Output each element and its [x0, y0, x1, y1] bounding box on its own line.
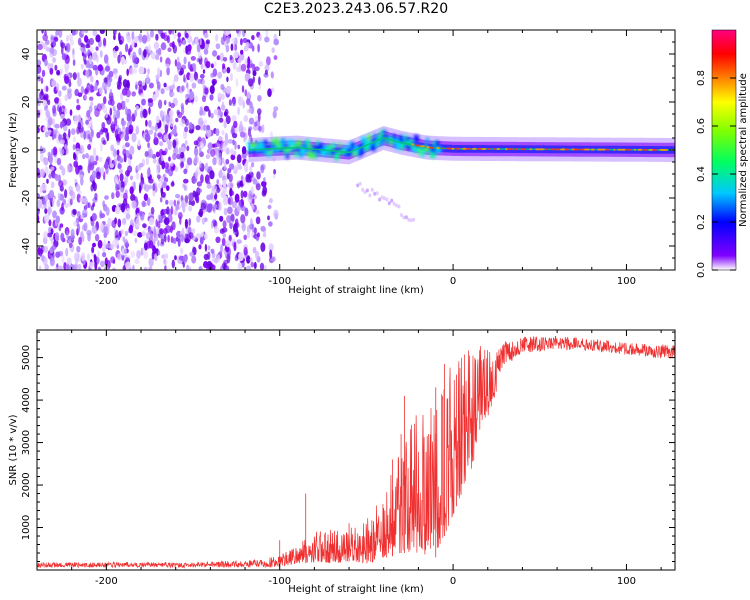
- y-tick-label: 20: [21, 96, 32, 109]
- plot-frame-2: [36, 329, 676, 571]
- colorbar-tick-label: 0.6: [696, 118, 707, 134]
- colorbar-label: Normalized spectral amplitude: [738, 73, 749, 227]
- y-tick-label-2: 4000: [21, 387, 32, 412]
- snr-spikes: [279, 363, 457, 567]
- colorbar-tick-label: 0.4: [696, 166, 707, 182]
- snr-chart: -200 -100 0 100 1000 2000 3000 4000 5000 Height …: [8, 329, 676, 595]
- snr-axes: -200 -100 0 100 1000 2000 3000 4000 5000: [21, 330, 675, 587]
- colorbar-ticks: 0.0 0.2 0.4 0.6 0.8: [696, 70, 736, 278]
- y-tick-label-2: 2000: [21, 472, 32, 497]
- x-tick-label: -100: [268, 276, 291, 287]
- y-axis-label: Frequency (Hz): [8, 112, 19, 188]
- signal-band: [246, 126, 675, 165]
- x-tick-label: 100: [617, 276, 636, 287]
- colorbar-tick-label: 0.2: [696, 214, 707, 230]
- heatmap-area: [37, 30, 675, 270]
- x-tick-label-2: -200: [95, 576, 118, 587]
- y-tick-label: 0: [21, 147, 32, 153]
- y-tick-label-2: 3000: [21, 430, 32, 455]
- x-axis-label: Height of straight line (km): [288, 285, 424, 296]
- snr-line: [37, 336, 675, 569]
- y-axis-label-2: SNR (10 * v/v): [8, 414, 19, 485]
- branch-trace: [356, 181, 416, 223]
- chart-title: C2E3.2023.243.06.57.R20: [263, 1, 449, 17]
- noise-region: [37, 30, 280, 270]
- x-tick-label: 0: [450, 276, 456, 287]
- x-tick-label-2: -100: [268, 576, 291, 587]
- y-tick-label-2: 1000: [21, 515, 32, 540]
- colorbar-tick-label: 0.8: [696, 70, 707, 86]
- colorbar-tick-label: 0.0: [696, 262, 707, 278]
- y-tick-label-2: 5000: [21, 345, 32, 370]
- y-tick-label: -20: [21, 190, 32, 206]
- x-tick-label-2: 0: [450, 576, 456, 587]
- x-tick-label-2: 100: [617, 576, 636, 587]
- y-tick-label: -40: [21, 238, 32, 254]
- y-tick-label: 40: [21, 48, 32, 61]
- x-axis-label-2: Height of straight line (km): [288, 584, 424, 595]
- x-tick-label: -200: [95, 276, 118, 287]
- snr-series: [37, 336, 675, 569]
- colorbar: [711, 29, 737, 271]
